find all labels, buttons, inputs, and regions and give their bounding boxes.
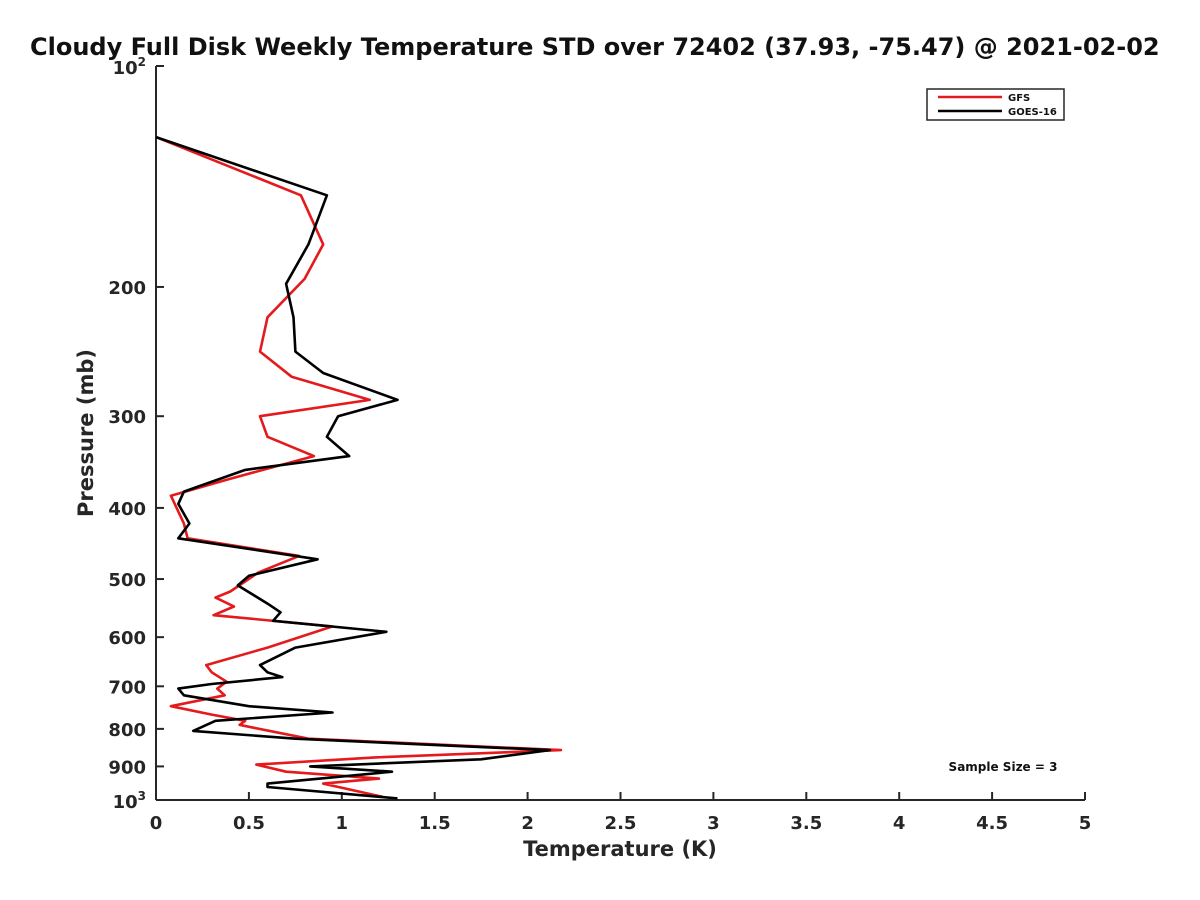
legend: GFS GOES-16	[926, 88, 1065, 121]
plot-area: 0 0.5 1 1.5 2 2.5 3 3.5 4 4.5 5 102 103 200 300 400 5…	[108, 55, 1091, 834]
legend-label-goes16: GOES-16	[1008, 107, 1057, 118]
y-ticks: 102 103 200 300 400 500 600 700 800 900	[108, 55, 164, 813]
x-tick-label: 1.5	[419, 813, 451, 834]
y-tick-label: 900	[108, 757, 146, 778]
x-tick-label: 2.5	[605, 813, 637, 834]
x-axis-label: Temperature (K)	[523, 837, 717, 861]
y-tick-label: 400	[108, 499, 146, 520]
y-tick-label: 103	[113, 789, 146, 813]
x-tick-label: 4	[893, 813, 906, 834]
x-ticks: 0 0.5 1 1.5 2 2.5 3 3.5 4 4.5 5	[150, 792, 1092, 834]
series-lines	[155, 135, 563, 800]
x-tick-label: 0.5	[233, 813, 265, 834]
series-line-goes16	[155, 135, 552, 800]
series-line-gfs	[155, 135, 563, 799]
legend-label-gfs: GFS	[1008, 93, 1030, 104]
y-tick-label: 300	[108, 407, 146, 428]
legend-box	[926, 88, 1065, 121]
x-tick-label: 0	[150, 813, 163, 834]
x-tick-label: 5	[1079, 813, 1092, 834]
x-tick-label: 3	[707, 813, 720, 834]
y-tick-label: 700	[108, 677, 146, 698]
y-tick-label: 200	[108, 278, 146, 299]
x-tick-label: 2	[521, 813, 534, 834]
y-tick-label: 500	[108, 570, 146, 591]
sample-size-annotation: Sample Size = 3	[949, 760, 1058, 774]
chart-title: Cloudy Full Disk Weekly Temperature STD …	[30, 33, 1160, 61]
y-tick-label: 102	[113, 55, 146, 79]
x-tick-label: 4.5	[976, 813, 1008, 834]
x-tick-label: 1	[336, 813, 349, 834]
x-tick-label: 3.5	[790, 813, 822, 834]
y-axis-label: Pressure (mb)	[74, 349, 98, 517]
y-tick-label: 600	[108, 628, 146, 649]
y-tick-label: 800	[108, 720, 146, 741]
